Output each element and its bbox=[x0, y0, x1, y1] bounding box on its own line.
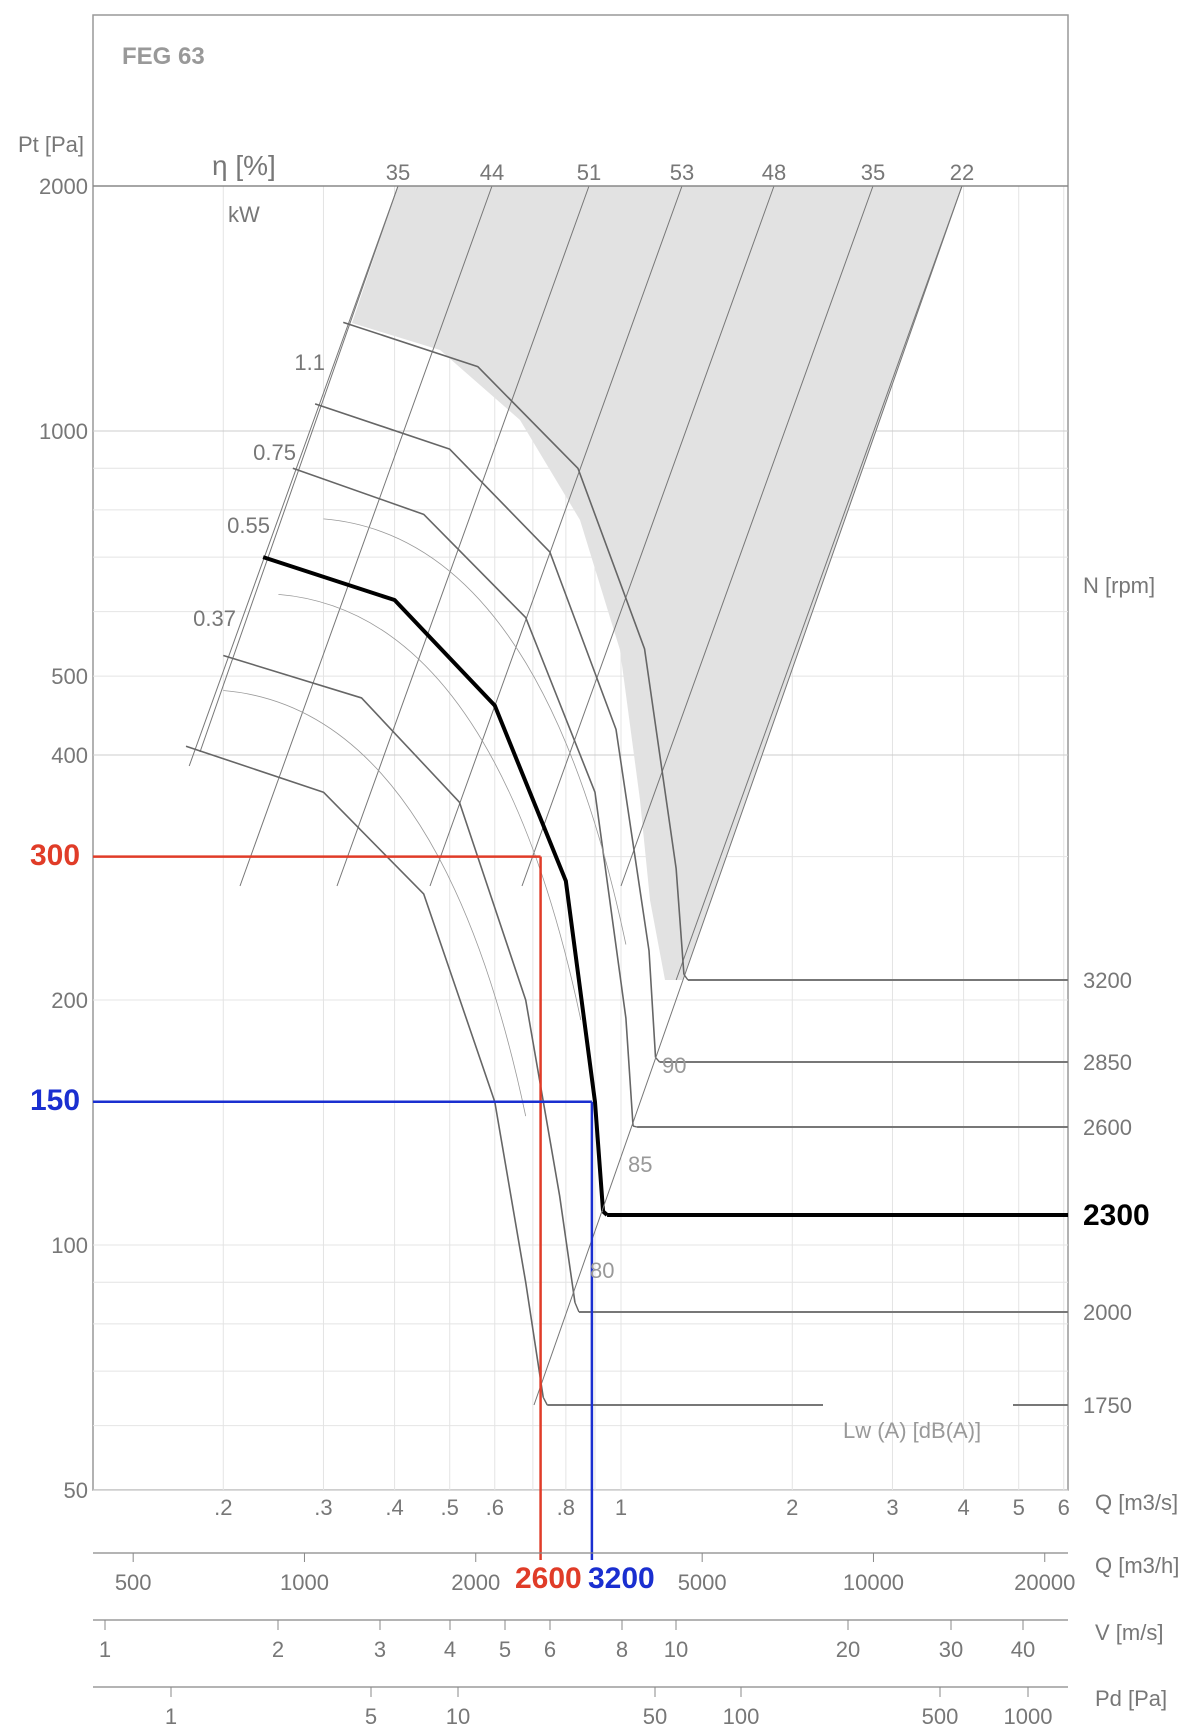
y-tick-label: 50 bbox=[64, 1478, 88, 1503]
fan-curve bbox=[314, 403, 657, 1058]
fan-curve bbox=[292, 467, 634, 1127]
efficiency-label: η [%] bbox=[212, 150, 276, 181]
velocity-tick-label: 8 bbox=[616, 1637, 628, 1662]
x-tick-label: 2 bbox=[786, 1495, 798, 1520]
efficiency-value: 35 bbox=[861, 160, 885, 185]
q-m3h-tick-label: 2000 bbox=[451, 1570, 500, 1595]
fan-curves bbox=[185, 185, 1068, 1406]
y-tick-label: 100 bbox=[51, 1233, 88, 1258]
velocity-tick-label: 3 bbox=[374, 1637, 386, 1662]
efficiency-shaded-region bbox=[352, 186, 962, 980]
rpm-value: 1750 bbox=[1083, 1393, 1132, 1418]
x-tick-label: .6 bbox=[486, 1495, 504, 1520]
pt-red-value: 300 bbox=[30, 839, 80, 872]
efficiency-value: 48 bbox=[762, 160, 786, 185]
velocity-tick-label: 30 bbox=[939, 1637, 963, 1662]
velocity-tick-label: 6 bbox=[544, 1637, 556, 1662]
y-tick-label: 500 bbox=[51, 664, 88, 689]
pd-tick-label: 5 bbox=[365, 1704, 377, 1729]
velocity-tick-label: 5 bbox=[499, 1637, 511, 1662]
pd-tick-label: 500 bbox=[922, 1704, 959, 1729]
fan-curve bbox=[185, 745, 545, 1398]
efficiency-value: 44 bbox=[480, 160, 504, 185]
pt-axis-label: Pt [Pa] bbox=[18, 132, 84, 157]
q-m3h-axis-label: Q [m3/h] bbox=[1095, 1553, 1179, 1578]
rpm-axis-label: N [rpm] bbox=[1083, 573, 1155, 598]
velocity-tick-label: 10 bbox=[664, 1637, 688, 1662]
x-tick-label: .8 bbox=[557, 1495, 575, 1520]
x-tick-label: .5 bbox=[441, 1495, 459, 1520]
velocity-tick-label: 40 bbox=[1011, 1637, 1035, 1662]
pd-tick-label: 50 bbox=[643, 1704, 667, 1729]
sound-power-value: 90 bbox=[662, 1053, 686, 1078]
velocity-tick-label: 20 bbox=[836, 1637, 860, 1662]
efficiency-value: 35 bbox=[386, 160, 410, 185]
sound-power-value: 80 bbox=[590, 1258, 614, 1283]
x-tick-label: 3 bbox=[886, 1495, 898, 1520]
efficiency-value: 51 bbox=[577, 160, 601, 185]
efficiency-value: 22 bbox=[950, 160, 974, 185]
rpm-value: 2850 bbox=[1083, 1050, 1132, 1075]
power-value: 0.75 bbox=[253, 440, 296, 465]
pd-tick-label: 10 bbox=[446, 1704, 470, 1729]
fan-curve bbox=[343, 321, 685, 975]
q-m3h-tick-label: 1000 bbox=[280, 1570, 329, 1595]
pd-tick-label: 100 bbox=[723, 1704, 760, 1729]
operating-point-lines bbox=[93, 855, 594, 1560]
rpm-value: 2600 bbox=[1083, 1115, 1132, 1140]
velocity-tick-label: 4 bbox=[444, 1637, 456, 1662]
y-tick-label: 400 bbox=[51, 743, 88, 768]
y-tick-label: 2000 bbox=[39, 174, 88, 199]
x-tick-label: .2 bbox=[214, 1495, 232, 1520]
y-tick-label: 1000 bbox=[39, 419, 88, 444]
sound-power-value: 85 bbox=[628, 1152, 652, 1177]
x-tick-label: 1 bbox=[615, 1495, 627, 1520]
sound-power-label: Lw (A) [dB(A)] bbox=[843, 1418, 981, 1443]
q-m3h-tick-label: 500 bbox=[115, 1570, 152, 1595]
efficiency-value: 53 bbox=[670, 160, 694, 185]
x-tick-label: .4 bbox=[385, 1495, 403, 1520]
x-tick-label: .3 bbox=[314, 1495, 332, 1520]
pt-blue-value: 150 bbox=[30, 1084, 80, 1117]
x-tick-label: 5 bbox=[1013, 1495, 1025, 1520]
velocity-axis-label: V [m/s] bbox=[1095, 1620, 1163, 1645]
velocity-tick-label: 2 bbox=[272, 1637, 284, 1662]
x-tick-label: 6 bbox=[1058, 1495, 1070, 1520]
velocity-tick-label: 1 bbox=[99, 1637, 111, 1662]
pd-tick-label: 1000 bbox=[1004, 1704, 1053, 1729]
fan-curve bbox=[262, 555, 606, 1212]
grid bbox=[93, 185, 1068, 1491]
selected-rpm-value: 2300 bbox=[1083, 1199, 1150, 1232]
q-blue-value: 3200 bbox=[588, 1562, 655, 1595]
pd-tick-label: 1 bbox=[165, 1704, 177, 1729]
power-value: 0.37 bbox=[193, 606, 236, 631]
q-m3h-tick-label: 10000 bbox=[843, 1570, 904, 1595]
power-value: 0.55 bbox=[227, 513, 270, 538]
rpm-value: 3200 bbox=[1083, 968, 1132, 993]
y-tick-label: 200 bbox=[51, 988, 88, 1013]
q-m3s-axis-label: Q [m3/s] bbox=[1095, 1490, 1178, 1515]
power-value: 1.1 bbox=[294, 350, 325, 375]
q-m3h-tick-label: 5000 bbox=[678, 1570, 727, 1595]
dynamic-pressure-axis-label: Pd [Pa] bbox=[1095, 1686, 1167, 1711]
x-tick-label: 4 bbox=[957, 1495, 969, 1520]
fan-curve bbox=[223, 654, 576, 1303]
kw-label: kW bbox=[228, 202, 260, 227]
rpm-value: 2000 bbox=[1083, 1300, 1132, 1325]
chart-title: FEG 63 bbox=[122, 43, 205, 70]
axes: 2000 1000 500 400 200 100 50 .2 .3 .4 .5 .6 .8 1 2 3 4 5 6… bbox=[39, 160, 1132, 1729]
q-m3h-tick-label: 20000 bbox=[1014, 1570, 1075, 1595]
q-red-value: 2600 bbox=[515, 1562, 582, 1595]
